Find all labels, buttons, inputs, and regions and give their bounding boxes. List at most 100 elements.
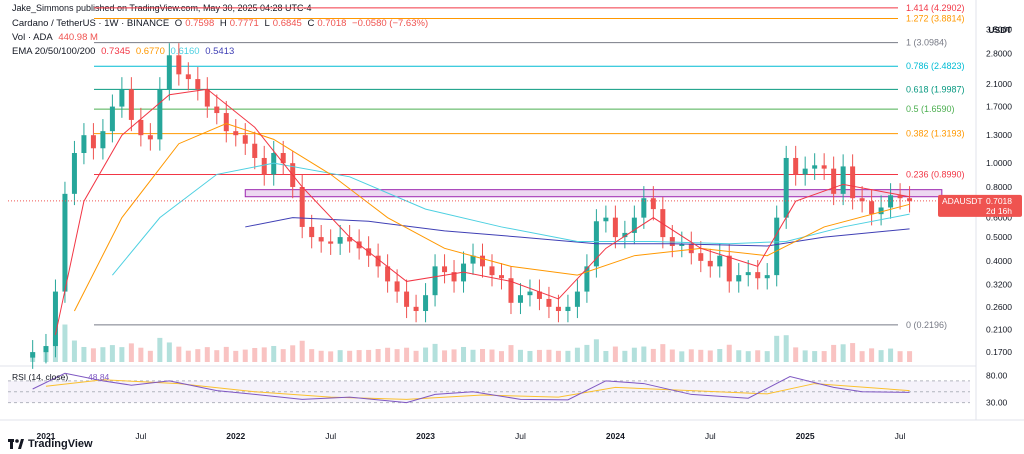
candle-body [71, 153, 77, 194]
candle-body [517, 295, 523, 303]
candle-body [717, 255, 723, 267]
volume-bar [423, 347, 429, 362]
resistance-zone [244, 189, 943, 198]
rsi-y-tick-label: 30.00 [986, 398, 1008, 408]
volume-bar [565, 350, 571, 362]
open-label: O [174, 18, 183, 29]
candle-body [375, 255, 381, 267]
volume-bar [81, 346, 87, 362]
volume-bar [432, 343, 438, 362]
candle-body [233, 131, 239, 136]
candle-body [812, 165, 818, 169]
candle-body [185, 74, 191, 80]
x-tick-label: Jul [515, 431, 526, 441]
ema-label[interactable]: EMA 20/50/100/200 [12, 46, 96, 57]
candle-body [309, 226, 315, 238]
volume-bar [508, 345, 514, 362]
volume-bar [498, 351, 504, 362]
volume-bar [119, 347, 125, 362]
candle-body [138, 119, 144, 136]
volume-bar [100, 347, 106, 362]
volume-bar [62, 324, 68, 362]
volume-bar [707, 350, 713, 362]
candle-body [612, 217, 618, 238]
candle-body [840, 166, 846, 194]
volume-bar [489, 349, 495, 362]
candle-body [480, 255, 486, 267]
symbol-name[interactable]: Cardano / TetherUS · 1W · BINANCE [12, 18, 170, 29]
fib-level-label: 1.272 (3.8814) [906, 14, 965, 24]
volume-bar [413, 350, 419, 362]
candle-body [821, 165, 827, 169]
ema-50-value: 0.6770 [135, 46, 165, 57]
volume-bar [859, 351, 865, 362]
volume-bar [802, 350, 808, 362]
volume-bar [176, 346, 182, 362]
y-tick-label: 2.1000 [986, 79, 1012, 89]
candle-body [907, 198, 913, 202]
fib-level-label: 1.414 (4.2902) [906, 3, 965, 13]
volume-value: 440.98 M [58, 32, 98, 43]
volume-bar [669, 349, 675, 362]
rsi-ma-line [45, 379, 910, 400]
volume-legend: Vol · ADA 440.98 M [12, 32, 101, 43]
y-tick-label: 0.4000 [986, 256, 1012, 266]
volume-bar [878, 350, 884, 362]
volume-bar [593, 339, 599, 362]
candle-body [176, 55, 182, 75]
y-tick-label: 0.8000 [986, 182, 1012, 192]
candle-body [147, 135, 153, 140]
y-tick-label: 1.3000 [986, 130, 1012, 140]
close-value: 0.7018 [317, 18, 347, 29]
fib-level-label: 1 (3.0984) [906, 38, 947, 48]
ema-legend: EMA 20/50/100/200 0.7345 0.6770 0.6160 0… [12, 46, 237, 57]
candle-body [119, 89, 125, 107]
y-tick-label: 0.3200 [986, 280, 1012, 290]
low-value: 0.6845 [272, 18, 302, 29]
high-label: H [219, 18, 227, 29]
candle-body [688, 243, 694, 254]
candle-body [166, 55, 172, 90]
candle-body [451, 272, 457, 282]
candle-body [641, 198, 647, 218]
ema-100-line [112, 162, 910, 276]
volume-bar [812, 351, 818, 362]
y-tick-label: 0.2600 [986, 302, 1012, 312]
fib-level-label: 0.382 (1.3193) [906, 129, 965, 139]
candle-body [764, 275, 770, 279]
volume-label[interactable]: Vol · ADA [12, 32, 53, 43]
y-tick-label: 0.1700 [986, 347, 1012, 357]
volume-bar [347, 350, 353, 362]
y-tick-label: 0.6000 [986, 213, 1012, 223]
volume-bar [337, 350, 343, 362]
volume-bar [366, 349, 372, 362]
candle-body [527, 291, 533, 296]
rsi-line [32, 372, 910, 404]
volume-bar [755, 350, 761, 362]
y-tick-label: 2.8000 [986, 48, 1012, 58]
candle-body [299, 186, 305, 227]
candle-body [109, 106, 115, 132]
volume-bar [318, 350, 324, 362]
volume-bar [821, 351, 827, 362]
candle-body [555, 306, 561, 312]
candle-body [565, 306, 571, 312]
candle-body [850, 166, 856, 199]
candle-body [347, 237, 353, 242]
volume-bar [698, 349, 704, 362]
fib-level-label: 0 (0.2196) [906, 320, 947, 330]
candle-body [755, 272, 761, 279]
volume-bar [584, 344, 590, 362]
volume-bar [356, 350, 362, 362]
volume-bar [128, 343, 134, 362]
change-value: −0.0580 (−7.63%) [352, 18, 429, 29]
volume-bar [157, 337, 163, 362]
candle-body [878, 207, 884, 215]
volume-bar [869, 348, 875, 362]
x-tick-label: Jul [135, 431, 146, 441]
last-price-symbol: ADAUSDT [942, 196, 983, 206]
volume-bar [309, 349, 315, 362]
candle-body [470, 255, 476, 264]
